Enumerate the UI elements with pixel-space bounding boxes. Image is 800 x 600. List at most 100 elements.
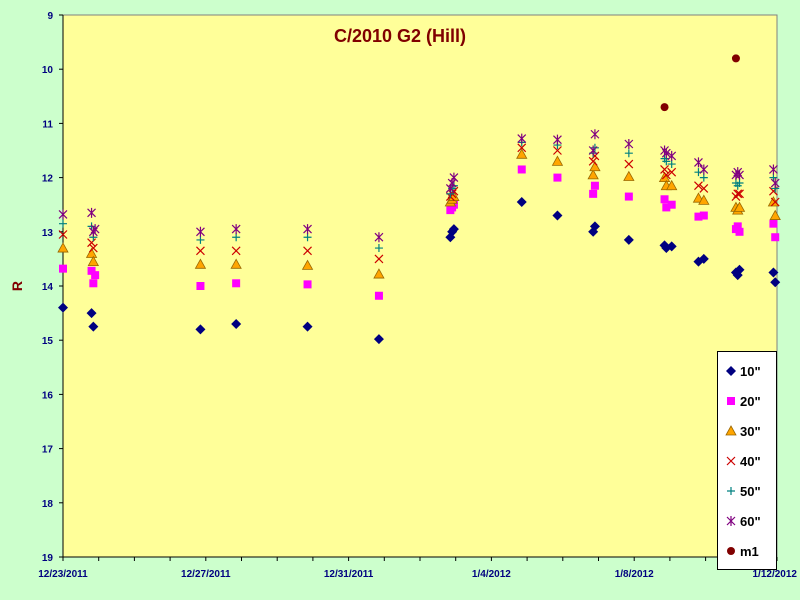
data-point <box>374 291 383 300</box>
x-tick-label: 12/27/2011 <box>181 569 231 580</box>
data-point <box>87 255 100 267</box>
data-point <box>374 232 384 243</box>
legend-marker <box>726 456 736 466</box>
data-point <box>90 224 100 235</box>
data-point <box>590 181 599 190</box>
y-tick-label: 18 <box>42 499 54 510</box>
data-point <box>196 246 205 256</box>
data-point <box>590 143 599 152</box>
data-point <box>733 222 742 231</box>
data-point <box>662 157 671 166</box>
legend-label: 50" <box>740 484 761 499</box>
legend-item: 60" <box>718 512 776 532</box>
data-point <box>58 230 68 239</box>
data-point <box>516 148 528 159</box>
x-tick-label: 1/4/2012 <box>472 569 511 580</box>
data-point <box>694 212 703 221</box>
data-point <box>623 170 635 181</box>
y-tick-label: 19 <box>42 553 54 564</box>
legend-item: 50" <box>718 482 776 502</box>
legend-item: 30" <box>718 422 776 442</box>
data-point <box>769 173 778 182</box>
data-point <box>769 209 781 220</box>
legend-label: 20" <box>740 394 761 409</box>
legend-label: 10" <box>740 364 761 379</box>
data-point <box>699 164 709 175</box>
y-tick-label: 14 <box>42 282 54 293</box>
data-point <box>661 170 671 180</box>
plot-area <box>62 14 778 558</box>
chart-title: C/2010 G2 (Hill) <box>334 26 466 46</box>
data-point <box>623 234 634 245</box>
legend-item: 10" <box>718 362 776 382</box>
data-point <box>88 243 98 253</box>
data-point <box>667 160 676 169</box>
data-point <box>373 268 385 279</box>
legend-label: 30" <box>740 424 761 439</box>
data-point <box>661 148 671 159</box>
data-point <box>769 219 778 228</box>
data-point <box>59 219 67 228</box>
data-point <box>58 302 68 313</box>
data-point <box>87 238 96 248</box>
y-tick-label: 11 <box>42 119 53 130</box>
data-point <box>666 241 677 252</box>
series-group <box>58 196 781 345</box>
y-tick-label: 10 <box>42 65 54 76</box>
series-group <box>660 54 740 112</box>
data-point <box>89 279 98 288</box>
data-point <box>660 195 669 204</box>
data-point <box>588 145 598 156</box>
data-point <box>517 143 527 153</box>
data-point <box>232 233 241 242</box>
data-point <box>589 189 598 198</box>
series-group <box>58 129 780 243</box>
data-point <box>624 138 634 149</box>
data-point <box>58 209 68 220</box>
data-point <box>734 264 745 275</box>
legend: 10" 20" 30" 40" 50" 60" m1 <box>717 351 777 570</box>
data-point <box>769 164 778 175</box>
data-point <box>374 254 384 264</box>
data-point <box>196 235 205 244</box>
legend-marker <box>727 487 735 495</box>
data-point <box>589 160 601 172</box>
x-tick-label: 1/8/2012 <box>615 569 654 580</box>
data-point <box>232 279 241 288</box>
data-point <box>553 146 562 155</box>
data-point <box>516 196 527 207</box>
legend-marker <box>725 425 737 436</box>
data-point <box>735 227 744 236</box>
data-point <box>231 224 241 235</box>
legend-marker-icon <box>726 516 736 526</box>
data-point <box>449 172 459 183</box>
data-point <box>660 165 669 174</box>
legend-label: 40" <box>740 454 761 469</box>
data-point <box>733 201 746 212</box>
y-axis-label: R <box>9 281 25 291</box>
data-point <box>374 244 383 253</box>
data-point <box>667 200 676 209</box>
legend-marker-icon <box>727 547 735 555</box>
data-point <box>86 308 97 319</box>
y-tick-label: 12 <box>42 174 54 185</box>
data-point <box>303 224 312 235</box>
data-point <box>85 247 98 258</box>
legend-marker <box>726 516 736 526</box>
data-point <box>231 246 241 256</box>
data-point <box>59 264 67 273</box>
data-point <box>694 157 703 168</box>
data-point <box>195 324 206 335</box>
series-group <box>57 148 781 279</box>
data-point <box>698 253 709 264</box>
legend-label: m1 <box>740 544 759 559</box>
data-point <box>770 277 781 288</box>
x-tick-label: 12/31/2011 <box>324 569 374 580</box>
data-point <box>449 181 458 190</box>
data-point <box>770 178 780 189</box>
data-point <box>770 197 780 207</box>
legend-marker-icon <box>725 425 737 436</box>
data-point <box>698 194 710 205</box>
data-point <box>551 155 564 166</box>
